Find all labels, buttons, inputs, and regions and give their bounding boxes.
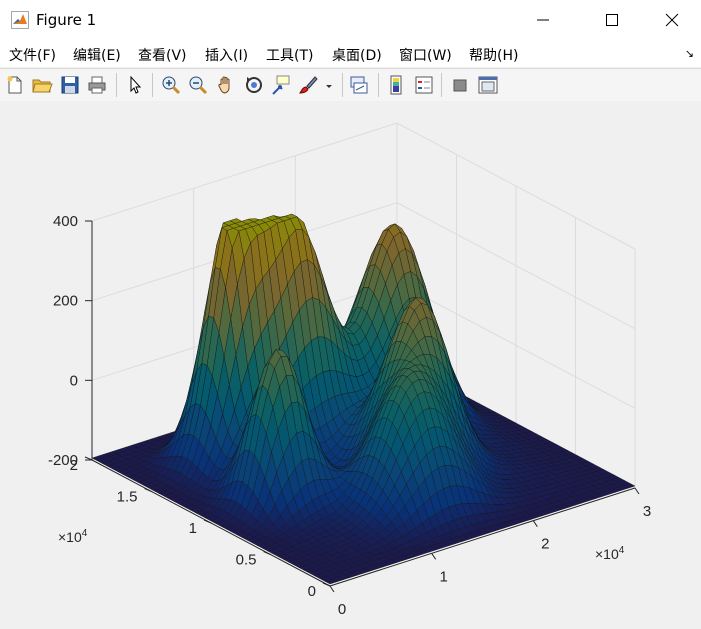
open-button[interactable] (31, 74, 53, 96)
figure-toolbar (0, 68, 701, 102)
matlab-logo-icon (11, 11, 29, 29)
pan-hand-icon (218, 76, 230, 94)
menu-insert[interactable]: 插入(I) (205, 48, 249, 64)
grid-line (396, 281, 636, 409)
rotate-3d-button[interactable] (243, 74, 265, 96)
open-icon (32, 79, 53, 93)
x-tick-label: 0 (338, 601, 346, 618)
hide-plot-tools-icon (453, 79, 467, 92)
menu-tools[interactable]: 工具(T) (266, 48, 314, 64)
data-cursor-button[interactable] (270, 74, 292, 96)
z-tick-label: 400 (53, 213, 78, 230)
colorbar-button[interactable] (385, 74, 407, 96)
z-tick-label: 200 (53, 293, 78, 310)
x-tick-label: 2 (541, 536, 549, 553)
surface-mesh (91, 213, 636, 585)
grid-line (396, 122, 636, 250)
pointer-icon (130, 75, 142, 94)
zoom-out-button[interactable] (187, 74, 209, 96)
rotate-3d-icon (246, 77, 262, 93)
maximize-button[interactable] (589, 0, 635, 40)
y-tick-mark (263, 551, 271, 555)
y-axis-multiplier: ×104 (58, 528, 88, 545)
brush-button[interactable] (297, 74, 319, 96)
pointer-button[interactable] (124, 74, 146, 96)
surface-patch (324, 578, 338, 585)
brush-dropdown-button[interactable] (322, 74, 336, 96)
print-icon (88, 76, 106, 94)
y-tick-label: 0 (308, 583, 316, 600)
axes-box (84, 220, 640, 593)
menu-help[interactable]: 帮助(H) (469, 48, 519, 64)
y-tick-mark (144, 488, 152, 492)
link-plot-icon (350, 76, 368, 94)
new-figure-button[interactable] (4, 74, 26, 96)
print-button[interactable] (86, 74, 108, 96)
x-tick-mark (329, 585, 335, 593)
menu-window[interactable]: 窗口(W) (399, 48, 452, 64)
x-axis-line (329, 487, 636, 587)
minimize-button[interactable] (520, 0, 566, 40)
brush-dropdown-icon (326, 85, 332, 88)
menu-edit[interactable]: 编辑(E) (73, 48, 121, 64)
title-bar: Figure 1 (0, 0, 701, 40)
x-tick-mark (431, 553, 437, 560)
menu-view[interactable]: 查看(V) (138, 48, 187, 64)
minimize-icon (537, 19, 549, 21)
menu-file[interactable]: 文件(F) (9, 48, 56, 64)
grid-line (396, 202, 636, 330)
menu-bar: 文件(F) 编辑(E) 查看(V) 插入(I) 工具(T) 桌面(D) 窗口(W… (0, 40, 701, 67)
x-axis-multiplier: ×104 (595, 545, 625, 562)
save-icon (61, 76, 79, 94)
x-tick-mark (634, 487, 640, 495)
show-plot-tools-button[interactable] (477, 74, 499, 96)
y-tick-label: 2 (70, 457, 78, 474)
brush-icon (299, 76, 318, 94)
legend-icon (415, 76, 433, 94)
z-tick-label: -200 (48, 452, 78, 469)
zoom-out-icon (189, 76, 208, 95)
dock-arrow-icon[interactable]: ↘ (684, 47, 694, 60)
save-button[interactable] (59, 74, 81, 96)
hide-plot-tools-button[interactable] (449, 74, 471, 96)
grid-line (91, 122, 398, 222)
x-tick-label: 3 (643, 503, 651, 520)
y-tick-label: 1.5 (117, 489, 138, 506)
y-tick-mark (322, 582, 331, 587)
figure-canvas[interactable]: 0 1 2 3 0 0.5 1 1.5 2 -200 0 200 400 ×104 ×104 (0, 101, 701, 629)
colorbar-icon (390, 75, 402, 95)
window-title: Figure 1 (36, 11, 97, 29)
maximize-icon (606, 14, 618, 26)
y-tick-label: 0.5 (236, 552, 257, 569)
legend-button[interactable] (413, 74, 435, 96)
show-plot-tools-icon (478, 76, 498, 94)
data-cursor-icon (272, 75, 290, 95)
pan-button[interactable] (215, 74, 237, 96)
x-tick-label: 1 (439, 568, 447, 585)
menu-desktop[interactable]: 桌面(D) (332, 48, 382, 64)
link-plot-button[interactable] (348, 74, 370, 96)
new-figure-icon (7, 76, 22, 94)
zoom-in-button[interactable] (160, 74, 182, 96)
y-tick-label: 1 (189, 520, 197, 537)
close-button[interactable] (649, 0, 695, 40)
close-icon (665, 13, 679, 27)
z-tick-label: 0 (70, 372, 78, 389)
y-tick-mark (203, 519, 212, 524)
zoom-in-icon (162, 76, 181, 95)
x-tick-mark (532, 520, 538, 527)
